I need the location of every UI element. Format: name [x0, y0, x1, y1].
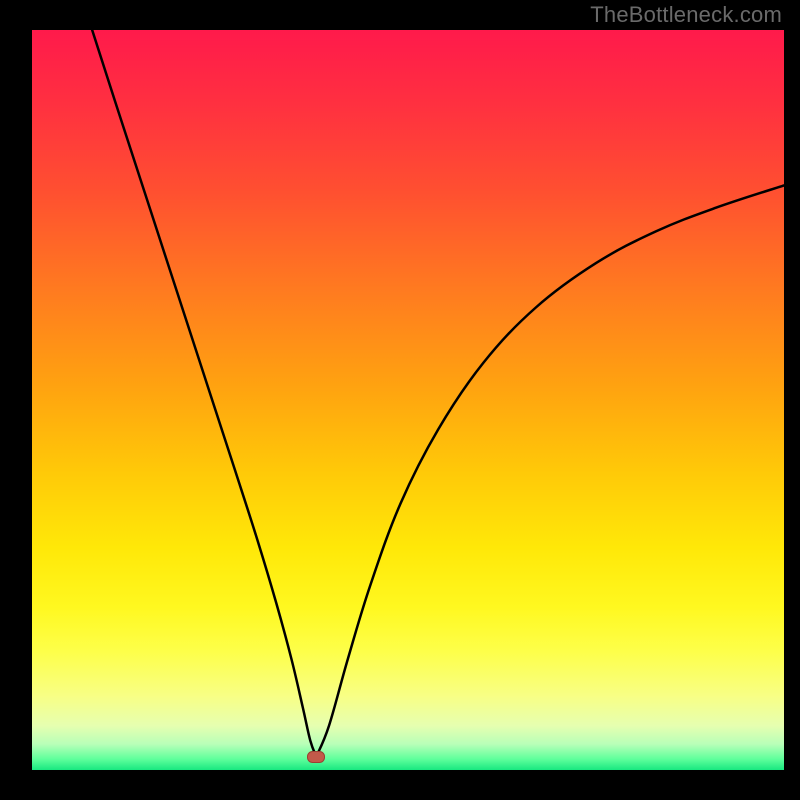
watermark-text: TheBottleneck.com — [590, 2, 782, 28]
bottleneck-curve — [32, 30, 784, 770]
minimum-marker — [307, 751, 325, 763]
plot-area — [32, 30, 784, 770]
chart-container: TheBottleneck.com — [0, 0, 800, 800]
